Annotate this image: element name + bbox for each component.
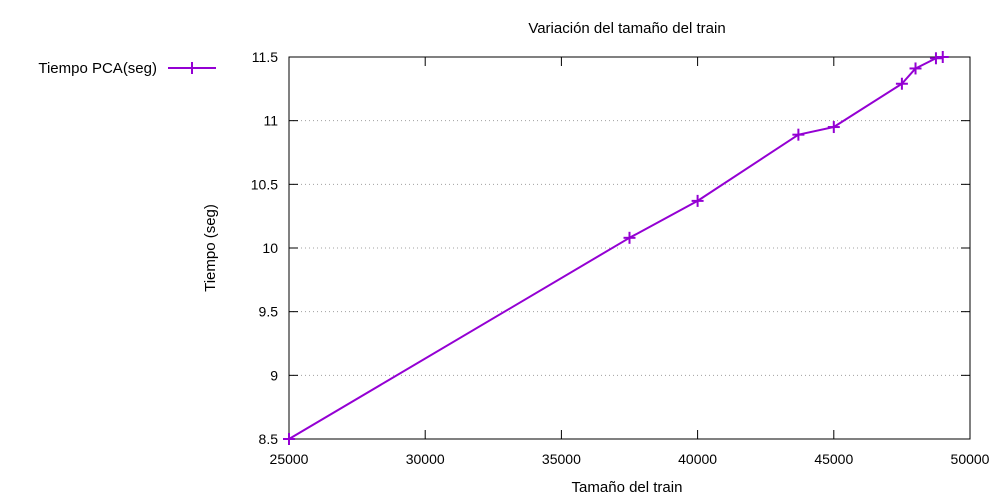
legend: Tiempo PCA(seg): [38, 60, 216, 77]
data-point-marker: [929, 52, 942, 65]
series-layer: [283, 51, 949, 445]
y-tick-label: 10.5: [251, 176, 278, 192]
legend-plus-mark: [186, 62, 198, 74]
x-tick-label: 25000: [270, 451, 309, 467]
grid-lines: [289, 120, 970, 376]
y-axis-title: Tiempo (seg): [202, 204, 219, 292]
y-tick-label: 11.5: [252, 49, 278, 65]
data-point-marker: [691, 194, 704, 207]
data-point-marker: [283, 433, 295, 445]
x-tick-label: 35000: [542, 451, 581, 467]
axis-tick-labels: 8.5 9 9.5 10 10.5 11 11.5 25000 30000 35000 40000 4…: [251, 49, 990, 467]
x-tick-label: 40000: [678, 451, 717, 467]
data-point-marker: [792, 128, 805, 141]
y-tick-label: 9: [270, 367, 278, 383]
y-tick-label: 11: [263, 113, 278, 129]
series-line-tiempo-pca: [288, 56, 943, 440]
x-tick-label: 45000: [814, 451, 853, 467]
data-point-marker: [936, 51, 949, 63]
y-tick-label: 8.5: [259, 431, 279, 447]
x-tick-label: 30000: [406, 451, 445, 467]
data-point-marker: [623, 231, 636, 244]
data-point-marker: [909, 62, 922, 75]
y-tick-label: 9.5: [259, 304, 279, 320]
legend-marker-plus: [186, 62, 198, 74]
data-point-marker: [827, 121, 840, 134]
x-axis-title: Tamaño del train: [572, 479, 683, 496]
legend-label-tiempo-pca: Tiempo PCA(seg): [38, 60, 157, 77]
x-tick-label: 50000: [951, 451, 990, 467]
chart-title: Variación del tamaño del train: [528, 20, 725, 37]
y-tick-label: 10: [262, 240, 278, 256]
data-point-marker: [895, 77, 908, 90]
